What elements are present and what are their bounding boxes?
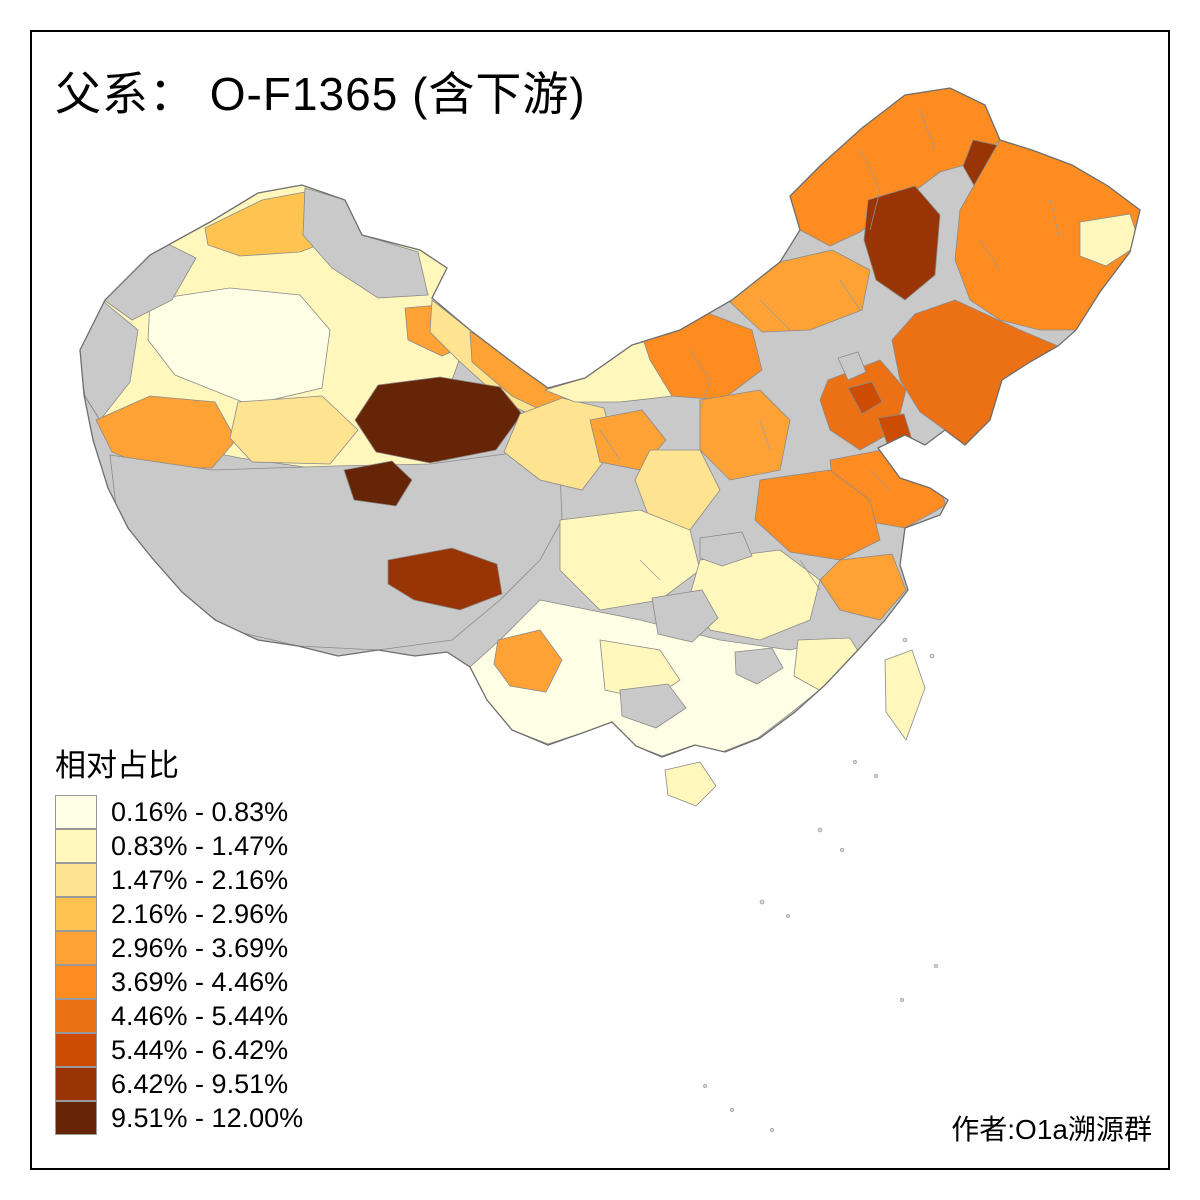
legend-item: 6.42% - 9.51% (55, 1067, 303, 1101)
legend-swatch (55, 863, 97, 897)
legend-item: 2.96% - 3.69% (55, 931, 303, 965)
china-outline (79, 87, 1141, 758)
legend-label: 1.47% - 2.16% (111, 864, 289, 895)
legend-label: 3.69% - 4.46% (111, 966, 289, 997)
legend-label: 2.96% - 3.69% (111, 932, 289, 963)
legend-label: 5.44% - 6.42% (111, 1034, 289, 1065)
legend-item: 3.69% - 4.46% (55, 965, 303, 999)
legend-label: 0.83% - 1.47% (111, 830, 289, 861)
legend-item: 1.47% - 2.16% (55, 863, 303, 897)
region-nodata-north-sliver (837, 351, 867, 381)
legend-swatch (55, 795, 97, 829)
region-innermongolia-east (729, 249, 871, 333)
prefecture-borders-texture (599, 109, 1061, 591)
legend-swatch (55, 999, 97, 1033)
region-tibet-east-dark (387, 547, 503, 611)
region-nodata-central-1 (651, 589, 719, 643)
legend-swatch (55, 1033, 97, 1067)
legend-swatch (55, 965, 97, 999)
legend-item: 0.83% - 1.47% (55, 829, 303, 863)
region-henan (754, 469, 881, 561)
legend-title: 相对占比 (55, 748, 179, 783)
legend-item: 5.44% - 6.42% (55, 1033, 303, 1067)
legend-item: 2.16% - 2.96% (55, 897, 303, 931)
region-nodata-central-2 (619, 683, 687, 729)
page-title: 父系： O-F1365 (含下游) (55, 68, 586, 120)
legend-swatch (55, 829, 97, 863)
legend-label: 2.16% - 2.96% (111, 898, 289, 929)
region-sichuan-basin (559, 509, 701, 611)
legend: 相对占比 0.16% - 0.83% 0.83% - 1.47% 1.47% -… (55, 740, 303, 1135)
legend-swatch (55, 931, 97, 965)
region-dark-west-small (343, 460, 413, 507)
legend-swatch (55, 1067, 97, 1101)
region-tarim-pale (147, 287, 331, 406)
region-taiwan (884, 649, 926, 741)
legend-swatch (55, 1101, 97, 1135)
legend-item: 0.16% - 0.83% (55, 795, 303, 829)
legend-label: 9.51% - 12.00% (111, 1102, 304, 1133)
legend-label: 0.16% - 0.83% (111, 796, 289, 827)
legend-item: 9.51% - 12.00% (55, 1101, 303, 1135)
region-khingan-dark (863, 185, 941, 301)
region-nodata-central-3 (734, 647, 784, 685)
legend-label: 6.42% - 9.51% (111, 1068, 289, 1099)
legend-label: 4.46% - 5.44% (111, 1000, 289, 1031)
region-hainan (664, 761, 717, 807)
region-xinjiang-sw-orange (95, 395, 237, 469)
region-xinjiang-south (229, 395, 359, 465)
region-fareast-pale (1079, 213, 1140, 267)
south-china-sea-islands (703, 637, 938, 1132)
region-nodata-hubei-west (699, 531, 753, 567)
author-credit: 作者:O1a溯源群 (951, 1114, 1152, 1145)
region-yunnan-orange (493, 629, 563, 693)
legend-item: 4.46% - 5.44% (55, 999, 303, 1033)
region-beijing-dark (847, 381, 883, 415)
legend-swatch (55, 897, 97, 931)
